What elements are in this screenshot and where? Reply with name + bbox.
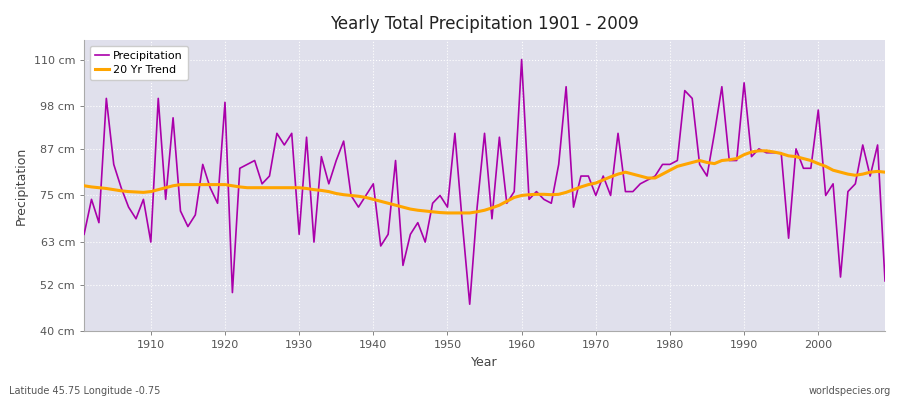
Text: Latitude 45.75 Longitude -0.75: Latitude 45.75 Longitude -0.75 [9, 386, 160, 396]
Precipitation [346, 193, 356, 198]
Precipitation [620, 189, 631, 194]
20 Yr Trend [346, 193, 356, 198]
20 Yr Trend [138, 190, 148, 195]
Precipitation [464, 302, 475, 307]
Text: worldspecies.org: worldspecies.org [809, 386, 891, 396]
Precipitation [879, 278, 890, 283]
X-axis label: Year: Year [472, 356, 498, 369]
20 Yr Trend [879, 170, 890, 174]
20 Yr Trend [442, 210, 453, 215]
Line: 20 Yr Trend: 20 Yr Trend [84, 151, 885, 213]
Y-axis label: Precipitation: Precipitation [15, 147, 28, 225]
Precipitation [524, 197, 535, 202]
20 Yr Trend [78, 183, 89, 188]
Precipitation [138, 197, 148, 202]
Precipitation [78, 232, 89, 237]
20 Yr Trend [613, 172, 624, 176]
20 Yr Trend [302, 186, 312, 191]
Precipitation [531, 189, 542, 194]
Precipitation [302, 135, 312, 140]
Precipitation [517, 57, 527, 62]
20 Yr Trend [517, 193, 527, 198]
Title: Yearly Total Precipitation 1901 - 2009: Yearly Total Precipitation 1901 - 2009 [330, 15, 639, 33]
Legend: Precipitation, 20 Yr Trend: Precipitation, 20 Yr Trend [90, 46, 188, 80]
20 Yr Trend [753, 148, 764, 153]
Line: Precipitation: Precipitation [84, 60, 885, 304]
20 Yr Trend [524, 192, 535, 197]
